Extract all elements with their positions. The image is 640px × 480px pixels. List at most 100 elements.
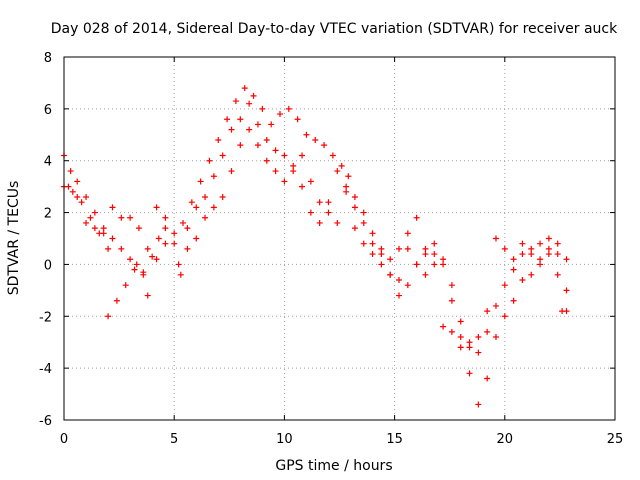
data-point <box>396 276 403 283</box>
data-point <box>268 121 275 128</box>
data-point <box>475 334 482 341</box>
data-point <box>378 251 385 258</box>
data-point <box>263 157 270 164</box>
data-point <box>197 178 204 185</box>
data-point <box>65 183 72 190</box>
data-point <box>254 121 261 128</box>
data-point <box>413 214 420 221</box>
data-point <box>466 370 473 377</box>
data-point <box>155 235 162 242</box>
data-point <box>360 219 367 226</box>
data-point <box>519 276 526 283</box>
data-point <box>91 209 98 216</box>
data-point <box>105 245 112 252</box>
y-tick-label: -2 <box>39 310 52 325</box>
data-point <box>484 328 491 335</box>
data-point <box>404 282 411 289</box>
data-point <box>492 334 499 341</box>
data-point <box>171 240 178 247</box>
data-point <box>276 111 283 118</box>
axes: 0 5 10 15 20 25 -6 -4 -2 0 2 4 6 8 <box>39 51 623 447</box>
data-point <box>162 240 169 247</box>
data-point <box>422 245 429 252</box>
data-point <box>241 85 248 92</box>
data-point <box>232 98 239 105</box>
data-point <box>492 302 499 309</box>
data-point <box>228 168 235 175</box>
data-point <box>285 105 292 112</box>
data-point <box>188 199 195 206</box>
data-point <box>510 256 517 263</box>
data-point <box>193 204 200 211</box>
data-point <box>210 204 217 211</box>
series-track-a <box>61 85 570 356</box>
data-point <box>528 251 535 258</box>
data-point <box>334 219 341 226</box>
data-point <box>369 230 376 237</box>
data-point <box>131 266 138 273</box>
data-point <box>113 297 120 304</box>
data-point <box>537 261 544 268</box>
data-point <box>528 245 535 252</box>
data-point <box>127 214 134 221</box>
data-point <box>184 225 191 232</box>
data-point <box>246 126 253 133</box>
data-point <box>144 292 151 299</box>
x-tick-label: 5 <box>170 432 178 447</box>
data-point <box>153 204 160 211</box>
data-point <box>133 261 140 268</box>
data-point <box>321 142 328 149</box>
data-point <box>431 261 438 268</box>
data-point <box>74 178 81 185</box>
data-point <box>440 256 447 263</box>
x-tick-label: 10 <box>276 432 293 447</box>
grid <box>64 57 615 420</box>
y-tick-label: 8 <box>44 51 52 66</box>
data-point <box>162 214 169 221</box>
data-point <box>316 219 323 226</box>
data-point <box>431 240 438 247</box>
data-point <box>219 152 226 159</box>
data-point <box>431 251 438 258</box>
data-point <box>272 168 279 175</box>
data-point <box>202 214 209 221</box>
data-point <box>83 194 90 201</box>
data-point <box>202 194 209 201</box>
y-tick-label: 2 <box>44 207 52 222</box>
data-point <box>519 251 526 258</box>
data-point <box>171 230 178 237</box>
data-point <box>448 297 455 304</box>
data-point <box>105 313 112 320</box>
y-tick-label: -6 <box>39 414 52 429</box>
data-point <box>69 188 76 195</box>
data-point <box>246 100 253 107</box>
data-point <box>404 245 411 252</box>
x-tick-label: 25 <box>607 432 624 447</box>
data-point <box>501 313 508 320</box>
data-point <box>118 214 125 221</box>
y-tick-label: 0 <box>44 258 52 273</box>
y-tick-label: 6 <box>44 103 52 118</box>
data-point <box>122 282 129 289</box>
data-point <box>457 318 464 325</box>
data-point <box>422 271 429 278</box>
data-point <box>149 253 156 260</box>
data-point <box>345 173 352 180</box>
data-point <box>360 240 367 247</box>
data-point <box>351 204 358 211</box>
data-point <box>537 240 544 247</box>
data-point <box>83 219 90 226</box>
data-point <box>563 287 570 294</box>
data-point <box>177 271 184 278</box>
x-tick-label: 0 <box>60 432 68 447</box>
data-point <box>360 209 367 216</box>
data-point <box>369 240 376 247</box>
data-points <box>61 85 570 408</box>
data-point <box>396 245 403 252</box>
data-point <box>404 230 411 237</box>
data-point <box>87 214 94 221</box>
data-point <box>422 251 429 258</box>
data-point <box>475 401 482 408</box>
data-point <box>206 157 213 164</box>
